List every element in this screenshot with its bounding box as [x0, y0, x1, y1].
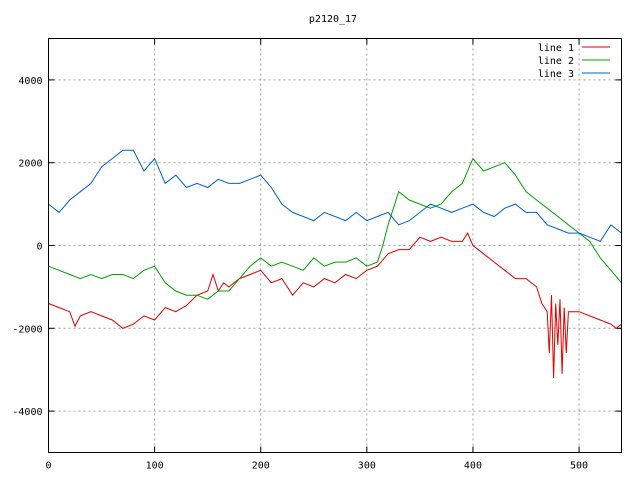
- x-axis-ticks: 0 100 200 300 400 500: [45, 38, 588, 472]
- y-tick-label: -4000: [12, 407, 42, 418]
- x-tick-label: 0: [45, 461, 51, 472]
- series-line-2: [48, 157, 622, 300]
- legend-label: line 1: [538, 43, 574, 54]
- legend: line 1 line 2 line 3: [538, 43, 610, 80]
- y-tick-label: -2000: [12, 324, 42, 335]
- y-tick-label: 0: [36, 242, 42, 253]
- y-tick-label: 2000: [18, 159, 42, 170]
- series-lines: [48, 149, 622, 379]
- series-line-1: [48, 232, 622, 379]
- legend-label: line 2: [538, 56, 574, 67]
- y-axis-ticks: -4000 -2000 0 2000 4000: [12, 76, 622, 418]
- x-tick-label: 200: [252, 461, 270, 472]
- x-tick-label: 400: [464, 461, 482, 472]
- y-tick-label: 4000: [18, 76, 42, 87]
- x-tick-label: 100: [146, 461, 164, 472]
- x-tick-label: 300: [358, 461, 376, 472]
- plot-border: [48, 38, 622, 453]
- x-tick-label: 500: [570, 461, 588, 472]
- grid-lines: [48, 38, 622, 453]
- chart-title: p2120_17: [309, 14, 357, 25]
- legend-label: line 3: [538, 69, 574, 80]
- series-line-3: [48, 149, 622, 243]
